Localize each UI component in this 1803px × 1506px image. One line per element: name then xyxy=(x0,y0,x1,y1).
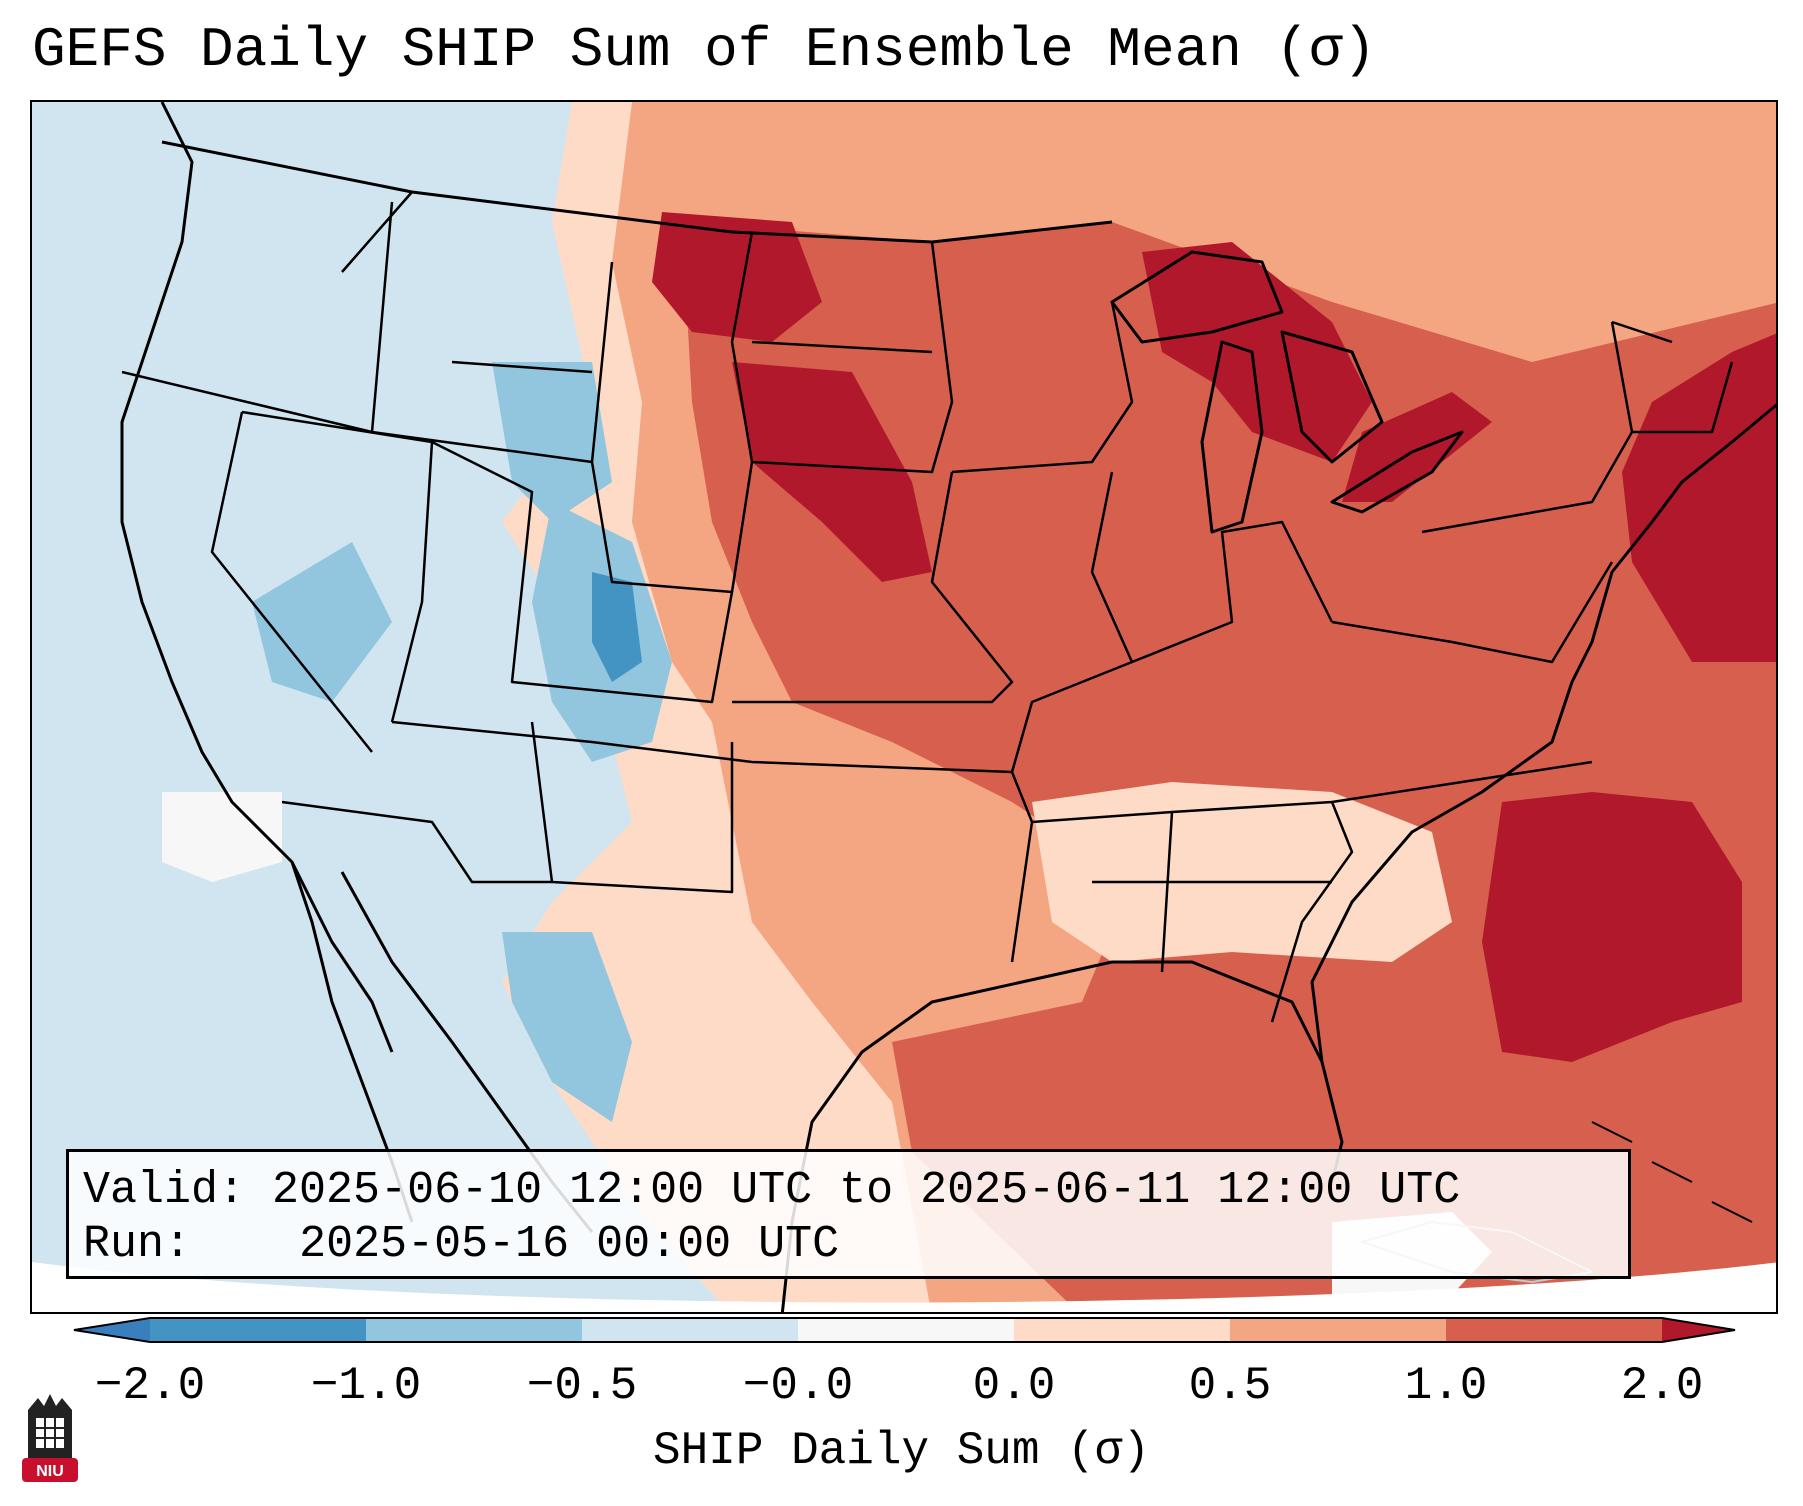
lake-michigan-outline xyxy=(1200,340,1264,534)
colorbar-bin xyxy=(582,1318,798,1342)
field-negative-idaho xyxy=(492,362,612,522)
field-extreme-positive-nebraska xyxy=(732,362,932,582)
bahamas-outline xyxy=(1591,1121,1753,1223)
colorbar-tick-label: 1.0 xyxy=(1404,1360,1488,1412)
run-value: 2025-05-16 00:00 UTC xyxy=(299,1219,840,1270)
colorbar-tick-label: 0.0 xyxy=(972,1360,1056,1412)
colorbar xyxy=(73,1317,1736,1343)
run-row: Run: 2025-05-16 00:00 UTC xyxy=(83,1218,1614,1272)
chart-title: GEFS Daily SHIP Sum of Ensemble Mean (σ) xyxy=(32,18,1377,82)
field-extreme-positive-greatlakes xyxy=(1142,242,1372,462)
field-neutral-pacific xyxy=(162,792,282,882)
colorbar-bin xyxy=(366,1318,582,1342)
valid-label: Valid: xyxy=(83,1165,246,1216)
projection-edge xyxy=(32,1262,1776,1312)
pacific-coastline xyxy=(120,102,394,1053)
university-building-icon: NIU xyxy=(22,1394,78,1482)
lake-superior-outline xyxy=(1110,250,1284,344)
colorbar-bin xyxy=(1446,1318,1662,1342)
logo-text: NIU xyxy=(36,1463,64,1480)
field-extreme-positive-newengland xyxy=(1622,333,1776,662)
field-slight-positive-southeast xyxy=(1032,782,1452,962)
colorbar-bin xyxy=(1230,1318,1446,1342)
colorbar-tick-label: −1.0 xyxy=(310,1360,422,1412)
state-borders xyxy=(121,191,1734,1023)
field-negative-mexico xyxy=(502,932,632,1122)
colorbar-outline xyxy=(73,1317,1736,1343)
lake-erie-outline xyxy=(1330,430,1464,514)
colorbar-bin xyxy=(150,1318,366,1342)
validity-info-box: Valid: 2025-06-10 12:00 UTC to 2025-06-1… xyxy=(66,1149,1631,1279)
anomaly-fields xyxy=(162,102,1776,1312)
colorbar-label: SHIP Daily Sum (σ) xyxy=(653,1425,1150,1477)
map-panel xyxy=(30,100,1778,1314)
field-extreme-positive-lakeerie xyxy=(1342,392,1492,502)
colorbar-extend-high xyxy=(1662,1318,1735,1342)
map-canvas xyxy=(32,102,1776,1312)
colorbar-tick-label: −0.5 xyxy=(526,1360,638,1412)
field-extreme-positive-atlantic xyxy=(1482,792,1742,1062)
colorbar-tick-label: −0.0 xyxy=(742,1360,854,1412)
colorbar-extend-low xyxy=(74,1318,150,1342)
field-negative-nevada xyxy=(252,542,392,702)
gulf-coastline xyxy=(780,960,1344,1312)
lake-huron-outline xyxy=(1280,330,1384,464)
canada-us-border xyxy=(161,140,1113,244)
colorbar-tick-label: 2.0 xyxy=(1620,1360,1704,1412)
colorbar-bin xyxy=(798,1318,1014,1342)
field-strong-negative-colorado xyxy=(592,572,642,682)
run-label: Run: xyxy=(83,1219,192,1270)
field-extreme-positive-dakotas xyxy=(652,212,822,342)
valid-row: Valid: 2025-06-10 12:00 UTC to 2025-06-1… xyxy=(83,1164,1614,1218)
atlantic-coastline xyxy=(1310,403,1776,1063)
colorbar-tick-label: −2.0 xyxy=(94,1360,206,1412)
colorbar-bin xyxy=(1014,1318,1230,1342)
colorbar-tick-label: 0.5 xyxy=(1188,1360,1272,1412)
valid-value: 2025-06-10 12:00 UTC to 2025-06-11 12:00… xyxy=(272,1165,1461,1216)
